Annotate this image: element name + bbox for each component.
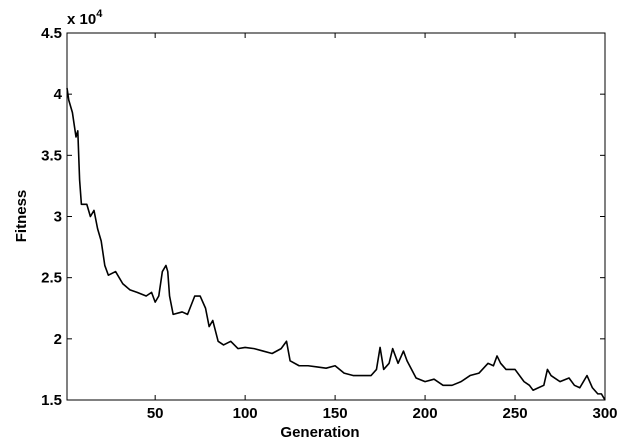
y-tick-label: 2.5 xyxy=(41,270,62,287)
y-scale-base: x 10 xyxy=(67,11,96,28)
x-tick-label: 300 xyxy=(592,405,617,422)
line-series xyxy=(66,87,606,401)
x-tick-label: 200 xyxy=(413,405,438,422)
y-tick-label: 4.5 xyxy=(41,25,62,42)
y-scale-label: x 104 xyxy=(67,8,103,28)
y-tick-label: 3 xyxy=(54,209,62,226)
y-scale-exponent: 4 xyxy=(96,8,103,20)
x-tick-label: 100 xyxy=(233,405,258,422)
x-tick-label: 250 xyxy=(503,405,528,422)
x-tick-label: 150 xyxy=(323,405,348,422)
plot-frame xyxy=(66,32,606,401)
y-tick-label: 1.5 xyxy=(41,392,62,409)
y-tick-label: 3.5 xyxy=(41,147,62,164)
y-axis-label: Fitness xyxy=(13,190,30,243)
y-tick-label: 4 xyxy=(54,86,63,103)
x-axis-label: Generation xyxy=(280,424,359,441)
y-tick-label: 2 xyxy=(54,331,62,348)
x-tick-label: 50 xyxy=(147,405,164,422)
